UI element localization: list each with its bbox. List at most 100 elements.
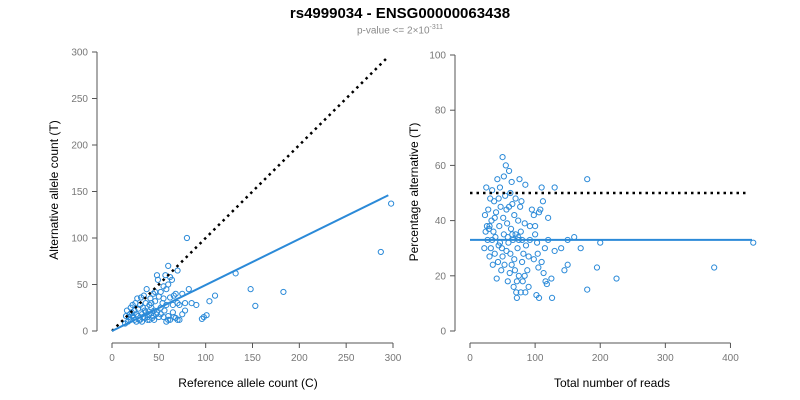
data-point bbox=[532, 231, 539, 238]
data-point bbox=[157, 288, 164, 296]
data-point bbox=[498, 267, 505, 274]
data-point bbox=[613, 275, 620, 282]
data-point bbox=[558, 245, 565, 252]
data-point bbox=[530, 211, 537, 219]
data-point bbox=[534, 250, 541, 257]
data-point bbox=[521, 220, 528, 227]
data-point bbox=[509, 231, 516, 238]
data-point bbox=[174, 300, 181, 307]
data-point bbox=[492, 209, 500, 216]
data-point bbox=[501, 261, 508, 268]
y-tick-label: 0 bbox=[82, 327, 88, 338]
data-point bbox=[200, 313, 207, 321]
x-tick-label: 100 bbox=[527, 353, 544, 364]
data-point bbox=[522, 242, 530, 249]
data-point bbox=[176, 301, 183, 309]
pvalue-exponent: -311 bbox=[429, 24, 444, 31]
x-axis-label: Total number of reads bbox=[554, 376, 670, 390]
data-point bbox=[533, 292, 540, 299]
data-point bbox=[489, 261, 496, 268]
data-point bbox=[487, 195, 494, 202]
data-point bbox=[514, 245, 521, 252]
data-point bbox=[511, 267, 519, 274]
data-point bbox=[150, 313, 157, 320]
data-point bbox=[170, 292, 177, 299]
data-point bbox=[388, 200, 395, 207]
data-point bbox=[495, 195, 502, 202]
y-axis-label: Alternative allele count (T) bbox=[47, 120, 61, 259]
data-point bbox=[515, 272, 522, 279]
data-point bbox=[525, 283, 532, 290]
data-point bbox=[146, 301, 153, 309]
data-point bbox=[511, 256, 518, 263]
data-point bbox=[160, 295, 167, 302]
data-point bbox=[500, 214, 507, 221]
data-point bbox=[486, 223, 493, 230]
data-point bbox=[193, 301, 200, 309]
data-point bbox=[127, 304, 134, 311]
data-point bbox=[508, 261, 515, 268]
panel-right: 0 100 200 300 400 0 20 40 60 80 100 Total number of… bbox=[407, 51, 757, 390]
data-point bbox=[542, 278, 549, 285]
data-point bbox=[532, 223, 539, 230]
data-point bbox=[593, 264, 601, 271]
data-point bbox=[584, 176, 591, 183]
data-point bbox=[206, 298, 213, 305]
data-point bbox=[488, 217, 495, 224]
data-point bbox=[377, 248, 384, 256]
data-point bbox=[135, 305, 142, 312]
y-tick-label: 150 bbox=[71, 187, 88, 198]
panel-left: 0 50 100 150 200 250 300 0 50 100 150 200 250 300 Refe… bbox=[47, 48, 402, 391]
data-point bbox=[513, 278, 520, 285]
fit-line bbox=[111, 194, 389, 332]
data-point bbox=[496, 223, 503, 230]
data-point bbox=[517, 228, 524, 235]
x-tick-label: 100 bbox=[197, 353, 214, 364]
x-tick-label: 250 bbox=[338, 353, 355, 364]
data-point bbox=[564, 261, 571, 268]
data-point bbox=[502, 192, 509, 199]
data-point bbox=[517, 289, 524, 296]
data-point bbox=[518, 258, 526, 266]
data-point bbox=[519, 278, 526, 285]
data-point bbox=[185, 286, 192, 293]
data-point bbox=[504, 220, 511, 227]
data-point bbox=[280, 288, 287, 296]
x-tick-label: 400 bbox=[722, 353, 739, 364]
data-point bbox=[524, 267, 531, 274]
data-point bbox=[518, 198, 525, 205]
data-point bbox=[176, 316, 183, 323]
y-tick-label: 100 bbox=[71, 234, 88, 245]
data-point bbox=[507, 225, 515, 232]
y-tick-label: 200 bbox=[71, 141, 88, 152]
data-point bbox=[165, 262, 172, 269]
data-point bbox=[146, 316, 153, 323]
data-point bbox=[481, 245, 488, 252]
data-point bbox=[520, 250, 527, 257]
chart-title: rs4999034 - ENSG00000063438 bbox=[289, 5, 511, 22]
data-point bbox=[528, 206, 535, 213]
data-point bbox=[513, 294, 520, 301]
data-point bbox=[510, 283, 517, 290]
data-point bbox=[530, 256, 537, 263]
data-point bbox=[181, 300, 189, 307]
data-point bbox=[491, 250, 498, 257]
x-tick-label: 200 bbox=[592, 353, 609, 364]
data-point bbox=[143, 286, 150, 293]
data-point bbox=[548, 275, 555, 282]
x-tick-label: 0 bbox=[109, 353, 115, 364]
x-tick-label: 50 bbox=[153, 353, 165, 364]
data-point bbox=[153, 272, 161, 279]
data-point bbox=[497, 203, 504, 210]
pvalue-text: p-value <= 2×10 bbox=[356, 25, 430, 37]
data-point bbox=[548, 294, 556, 301]
data-point bbox=[494, 176, 501, 183]
data-point bbox=[485, 206, 492, 213]
data-point bbox=[500, 173, 507, 180]
data-point bbox=[494, 258, 502, 266]
data-point bbox=[181, 307, 189, 314]
data-point bbox=[151, 298, 159, 305]
x-tick-label: 150 bbox=[244, 353, 261, 364]
data-point bbox=[509, 200, 516, 208]
data-point bbox=[252, 302, 259, 309]
